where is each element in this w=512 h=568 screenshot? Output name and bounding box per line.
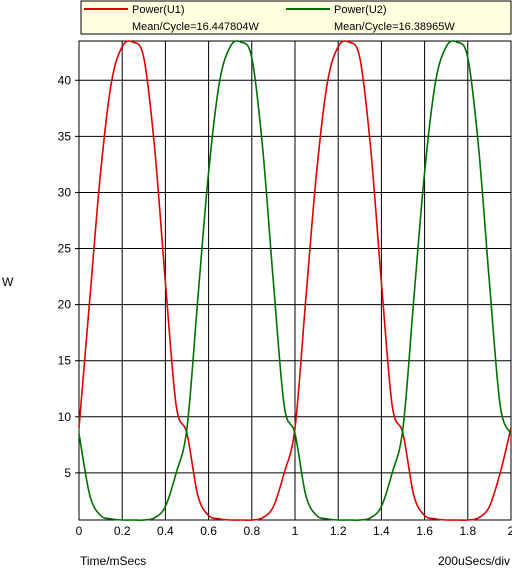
y-tick-label: 20 <box>58 298 72 312</box>
series-line-u2 <box>78 40 512 521</box>
y-tick-label: 30 <box>58 185 72 199</box>
legend-box <box>80 0 512 35</box>
x-tick-label: 2 <box>508 524 512 538</box>
y-tick-label: 40 <box>58 73 72 87</box>
x-tick-label: 0.8 <box>243 524 260 538</box>
x-tick-label: 0.6 <box>200 524 217 538</box>
x-tick-label: 1.4 <box>373 524 390 538</box>
legend-label-u1: Power(U1) <box>132 4 185 16</box>
legend-annotation-u1: Mean/Cycle=16.447804W <box>132 21 259 33</box>
y-tick-label: 25 <box>58 242 72 256</box>
grid <box>79 41 511 520</box>
x-tick-label: 0.4 <box>157 524 174 538</box>
x-tick-label: 1 <box>292 524 299 538</box>
y-tick-label: 35 <box>58 129 72 143</box>
legend-annotation-u2: Mean/Cycle=16.38965W <box>334 21 455 33</box>
x-tick-label: 1.2 <box>330 524 347 538</box>
x-axis-label: Time/mSecs <box>80 554 146 568</box>
x-tick-label: 0 <box>76 524 83 538</box>
y-axis-label: W <box>2 275 14 289</box>
series-group <box>78 40 512 521</box>
legend-label-u2: Power(U2) <box>334 4 387 16</box>
legend: Power(U1) Mean/Cycle=16.447804W Power(U2… <box>80 0 512 35</box>
y-tick-label: 5 <box>64 466 71 480</box>
y-tick-label: 15 <box>58 354 72 368</box>
y-tick-label: 10 <box>58 410 72 424</box>
series-line-u1 <box>78 40 512 521</box>
ticks: 0 0.2 0.4 0.6 0.8 1 1.2 1.4 1.6 1.8 25101520253035… <box>58 73 512 538</box>
x-tick-label: 1.8 <box>459 524 476 538</box>
scale-label: 200uSecs/div <box>438 554 510 568</box>
x-tick-label: 0.2 <box>114 524 131 538</box>
x-tick-label: 1.6 <box>416 524 433 538</box>
